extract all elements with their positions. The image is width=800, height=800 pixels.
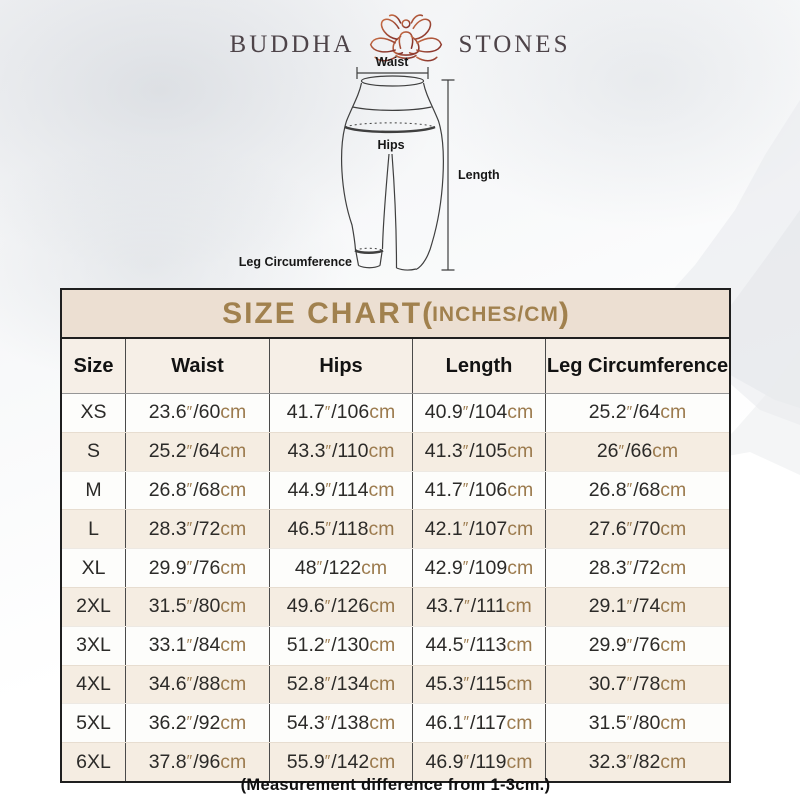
waist-value-cell: 36.2 ″/92 cm	[125, 704, 269, 743]
table-row: S 25.2 ″/64 cm 43.3 ″/110 cm 41.3 ″/105 cm 26 ″/66 c…	[62, 431, 729, 471]
length-label: Length	[458, 168, 500, 182]
lotus-meditation-icon	[370, 14, 443, 62]
size-cell: XS	[80, 401, 107, 424]
size-cell: 2XL	[76, 595, 111, 618]
length-value-cell: 40.9 ″/104 cm	[412, 394, 545, 432]
waist-value-cell: 37.8 ″/96 cm	[125, 743, 269, 781]
table-row: 2XL 31.5 ″/80 cm 49.6 ″/126 cm 43.7 ″/111 cm 29.1 ″…	[62, 586, 729, 626]
title-unit-text: INCHES/CM	[432, 303, 559, 326]
hips-value-cell: 54.3 ″/138 cm	[269, 704, 412, 743]
length-value-cell: 44.5 ″/113 cm	[412, 626, 545, 665]
right-ankle	[396, 267, 417, 271]
hips-value-cell: 46.5 ″/118 cm	[269, 510, 412, 549]
size-cell: M	[85, 478, 102, 501]
pants-right-outline	[415, 82, 444, 271]
table-row: 4XL 34.6 ″/88 cm 52.8 ″/134 cm 45.3 ″/115 cm 30.7 ″…	[62, 664, 729, 704]
waistband	[360, 75, 425, 87]
waist-measure-line	[356, 67, 429, 79]
hips-value-cell: 52.8 ″/134 cm	[269, 665, 412, 704]
size-cell: 5XL	[76, 711, 111, 734]
length-measure-line	[441, 79, 455, 271]
waist-value-cell: 33.1 ″/84 cm	[125, 626, 269, 665]
length-value-cell: 43.7 ″/111 cm	[412, 587, 545, 626]
table-header-row: Size Waist Hips Length Leg Circumference	[62, 339, 729, 394]
table-row: XS 23.6 ″/60 cm 41.7 ″/106 cm 40.9 ″/104 cm 25.2 ″ /…	[62, 394, 729, 432]
table-row: XL 29.9 ″/76 cm 48 ″/122 cm 42.9 ″/109 cm 28.3 ″/72…	[62, 548, 729, 587]
table-row: 3XL 33.1 ″/84 cm 51.2 ″/130 cm 44.5 ″/113 cm 29.9 ″…	[62, 625, 729, 665]
size-chart-table: SIZE CHART(INCHES/CM) Size Waist Hips Le…	[60, 288, 731, 783]
leg-value-cell: 30.7 ″/78 cm	[545, 665, 729, 704]
column-header-hips: Hips	[269, 339, 412, 393]
cuff-line	[354, 249, 384, 254]
length-value-cell: 41.3 ″/105 cm	[412, 432, 545, 471]
size-chart-title: SIZE CHART(INCHES/CM)	[62, 290, 729, 339]
length-value-cell: 42.9 ″/109 cm	[412, 549, 545, 587]
length-value-cell: 46.9 ″/119 cm	[412, 743, 545, 781]
brand-name-right: STONES	[458, 31, 571, 58]
table-row: L 28.3 ″/72 cm 46.5 ″/118 cm 42.1 ″/107 cm 27.6 ″/7…	[62, 509, 729, 549]
hips-value-cell: 41.7 ″/106 cm	[269, 394, 412, 432]
leg-value-cell: 29.9 ″/76 cm	[545, 626, 729, 665]
waist-value-cell: 25.2 ″/64 cm	[125, 432, 269, 471]
table-row: M 26.8 ″/68 cm 44.9 ″/114 cm 41.7 ″/106 cm 26.8 ″/6…	[62, 470, 729, 510]
size-cell: L	[88, 517, 99, 540]
length-value-cell: 46.1 ″/117 cm	[412, 704, 545, 743]
leg-value-cell: 25.2 ″/64 cm	[545, 394, 729, 432]
hips-value-cell: 51.2 ″/130 cm	[269, 626, 412, 665]
brand-logo: BUDDHA	[0, 8, 800, 70]
length-value-cell: 42.1 ″/107 cm	[412, 510, 545, 549]
leg-circumference-label: Leg Circumference	[239, 255, 352, 269]
hips-value-cell: 43.3 ″/110 cm	[269, 432, 412, 471]
hips-value-cell: 49.6 ″/126 cm	[269, 587, 412, 626]
leg-value-cell: 26.8 ″/68 cm	[545, 471, 729, 510]
column-header-leg-circumference: Leg Circumference	[545, 339, 729, 393]
waist-value-cell: 28.3 ″/72 cm	[125, 510, 269, 549]
waist-label: Waist	[376, 55, 410, 69]
hips-label: Hips	[377, 138, 404, 152]
inner-seam-left	[381, 153, 390, 250]
measurement-note: (Measurement difference from 1-3cm.)	[240, 776, 551, 794]
hips-value-cell: 48 ″/122 cm	[269, 549, 412, 587]
inner-seam-right	[391, 153, 398, 269]
pants-left-outline	[341, 82, 363, 251]
table-row: 5XL 36.2 ″/92 cm 54.3 ″/138 cm 46.1 ″/117 cm 31.5 ″…	[62, 703, 729, 743]
leg-value-cell: 26 ″/66 cm	[545, 432, 729, 471]
leg-value-cell: 28.3 ″/72 cm	[545, 549, 729, 587]
cuff-dotted-line	[354, 247, 384, 251]
hips-line-dotted	[344, 122, 436, 128]
table-body: XS 23.6 ″/60 cm 41.7 ″/106 cm 40.9 ″/104 cm 25.2 ″ /…	[62, 394, 729, 781]
size-cell: 6XL	[76, 750, 111, 773]
length-value-cell: 45.3 ″/115 cm	[412, 665, 545, 704]
column-header-waist: Waist	[125, 339, 269, 393]
leg-value-cell: 32.3 ″/82 cm	[545, 743, 729, 781]
size-cell: XL	[81, 556, 106, 579]
size-cell: S	[86, 440, 100, 463]
table-row: 6XL 37.8 ″/96 cm 55.9 ″/142 cm 46.9 ″/119 cm 32.3 ″…	[62, 742, 729, 781]
waist-value-cell: 34.6 ″/88 cm	[125, 665, 269, 704]
brand-name-left: BUDDHA	[229, 31, 355, 58]
waist-value-cell: 26.8 ″/68 cm	[125, 471, 269, 510]
length-value-cell: 41.7 ″/106 cm	[412, 471, 545, 510]
column-header-size: Size	[73, 354, 114, 377]
left-ankle	[355, 251, 383, 269]
hips-line	[344, 125, 436, 134]
waist-value-cell: 29.9 ″/76 cm	[125, 549, 269, 587]
waist-value-cell: 23.6 ″/60 cm	[125, 394, 269, 432]
title-text: SIZE CHART	[222, 296, 423, 330]
column-header-length: Length	[412, 339, 545, 393]
leg-value-cell: 31.5 ″/80 cm	[545, 704, 729, 743]
size-cell: 4XL	[76, 672, 111, 695]
waistband-bottom-line	[352, 106, 432, 111]
waist-value-cell: 31.5 ″/80 cm	[125, 587, 269, 626]
leg-value-cell: 27.6 ″/70 cm	[545, 510, 729, 549]
hips-value-cell: 55.9 ″/142 cm	[269, 743, 412, 781]
pants-measurement-diagram: Waist Hips Length Leg Circumference	[239, 55, 500, 271]
hips-value-cell: 44.9 ″/114 cm	[269, 471, 412, 510]
size-cell: 3XL	[76, 634, 111, 657]
leg-value-cell: 29.1 ″/74 cm	[545, 587, 729, 626]
